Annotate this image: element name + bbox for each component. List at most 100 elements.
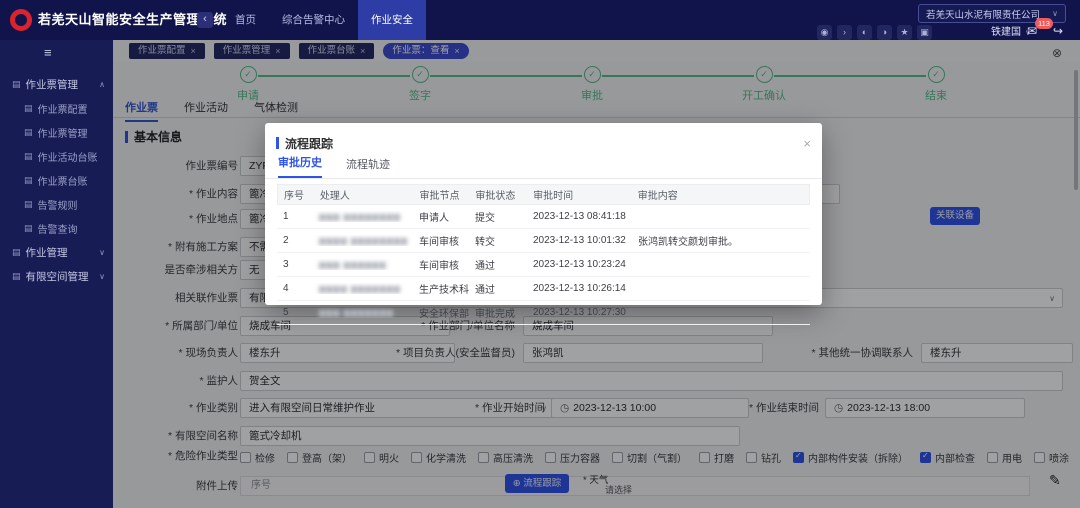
edit-icon[interactable]: ✎ bbox=[1049, 472, 1061, 488]
owner-dept-field[interactable]: 烧成车间 bbox=[240, 316, 450, 336]
user-menu[interactable]: 铁建国 ∨ bbox=[991, 25, 1031, 40]
site-manager-field[interactable]: 楼东升 bbox=[240, 343, 455, 363]
guardian-field[interactable]: 贺全文 bbox=[240, 371, 1063, 391]
hazard-checkbox[interactable]: 明火 bbox=[364, 450, 399, 465]
sidebar-item[interactable]: ▤ 有限空间管理 ∨ bbox=[0, 264, 113, 288]
hazard-checkbox[interactable]: 内部构件安装（拆除） bbox=[793, 450, 908, 465]
sidebar-item[interactable]: ▤ 告警查询 bbox=[0, 216, 113, 240]
sidebar-item[interactable]: ▤ 作业管理 ∨ bbox=[0, 240, 113, 264]
header-tool-icon[interactable]: › bbox=[837, 25, 852, 40]
close-all-tags-icon[interactable]: ⊗ bbox=[1051, 46, 1062, 60]
mail-icon[interactable]: ✉ bbox=[1027, 24, 1038, 38]
hazard-checkbox[interactable]: 钻孔 bbox=[746, 450, 781, 465]
checkbox-icon bbox=[1034, 452, 1045, 463]
content-tab[interactable]: 作业票 bbox=[125, 99, 158, 122]
close-icon[interactable]: × bbox=[454, 46, 460, 56]
end-time-field[interactable]: ◷ 2023-12-13 18:00 bbox=[825, 398, 1025, 418]
modal-tabs: 审批历史 流程轨迹 bbox=[265, 154, 822, 179]
modal-tab[interactable]: 流程轨迹 bbox=[346, 159, 390, 171]
sidebar-menu: ▤ 作业票管理 ∧ ▤ 作业票配置 ▤ 作业票管理 ▤ 作业活动台账 ▤ bbox=[0, 64, 113, 288]
modal-title: 流程跟踪 bbox=[285, 136, 334, 151]
hazard-checkbox[interactable]: 高压清洗 bbox=[478, 450, 533, 465]
checkbox-label: 打磨 bbox=[714, 454, 734, 465]
hazard-checkbox[interactable]: 喷涂 bbox=[1034, 450, 1069, 465]
page-tag[interactable]: 作业票台账 × bbox=[298, 43, 375, 59]
weather-select[interactable]: 请选择 bbox=[605, 485, 633, 495]
field-label: * 监护人 bbox=[199, 375, 238, 387]
col-header: 审批时间 bbox=[533, 191, 574, 202]
content-tab[interactable]: 气体检测 bbox=[254, 102, 298, 114]
top-header: 若羌天山智能安全生产管理系统 ‹ 首页 综合告警中心 作业安全 若羌天山水泥有限责任… bbox=[0, 0, 1080, 40]
related-device-button[interactable]: 关联设备 bbox=[930, 207, 980, 225]
close-icon[interactable]: × bbox=[803, 135, 811, 151]
close-icon[interactable]: × bbox=[190, 46, 196, 56]
header-tool-icon[interactable]: ★ bbox=[897, 25, 912, 40]
chevron-down-icon: ∨ bbox=[1052, 9, 1058, 18]
top-nav-item[interactable]: 作业安全 bbox=[358, 0, 426, 40]
hazard-checkbox[interactable]: 登高（架） bbox=[287, 450, 352, 465]
sidebar-collapse-icon[interactable]: ≡ bbox=[44, 44, 52, 60]
app-logo-icon bbox=[10, 9, 32, 31]
hazard-checkbox[interactable]: 打磨 bbox=[699, 450, 734, 465]
header-tool-icon[interactable]: ◑ bbox=[877, 25, 892, 40]
header-tool-icon[interactable]: ◉ bbox=[817, 25, 832, 40]
header-tool-icon[interactable]: ▣ bbox=[917, 25, 932, 40]
step-label: 签字 bbox=[409, 90, 431, 102]
attachment-list[interactable]: 序号 bbox=[240, 476, 1030, 496]
project-manager-field[interactable]: 张鸿凯 bbox=[523, 343, 763, 363]
content-tabs: 作业票 作业活动 气体检测 bbox=[125, 99, 298, 122]
sidebar-item[interactable]: ▤ 告警规则 bbox=[0, 192, 113, 216]
approval-history-row[interactable]: 2 ▆▆▆▆ ▆▆▆▆▆▆▆▆ 车间审核 转交 2023-12-13 10:01… bbox=[277, 229, 810, 253]
company-select[interactable]: 若羌天山水泥有限责任公司 ∨ bbox=[918, 4, 1066, 23]
work-type-select[interactable]: 进入有限空间日常维护作业 ∨ bbox=[240, 398, 555, 418]
field-label: * 作业地点 bbox=[188, 213, 238, 225]
close-icon[interactable]: × bbox=[275, 46, 281, 56]
coordinator-field[interactable]: 楼东升 bbox=[921, 343, 1073, 363]
approval-history-row[interactable]: 4 ▆▆▆▆ ▆▆▆▆▆▆▆ 生产技术科... 通过 2023-12-13 10… bbox=[277, 277, 810, 301]
hazard-checkbox[interactable]: 用电 bbox=[987, 450, 1022, 465]
header-toolbar: ◉ › ◐ ◑ ★ ▣ bbox=[817, 25, 932, 40]
hazard-checkbox[interactable]: 检修 bbox=[240, 450, 275, 465]
scrollbar[interactable] bbox=[1074, 70, 1078, 190]
sidebar-item[interactable]: ▤ 作业票台账 bbox=[0, 168, 113, 192]
hazard-checkbox[interactable]: 内部检查 bbox=[920, 450, 975, 465]
content-tab[interactable]: 作业活动 bbox=[184, 102, 228, 114]
hazard-checkbox[interactable]: 化学清洗 bbox=[411, 450, 466, 465]
space-name-field[interactable]: 篦式冷却机 bbox=[240, 426, 740, 446]
close-icon[interactable]: × bbox=[360, 46, 366, 56]
page-tag[interactable]: 作业票管理 × bbox=[213, 43, 290, 59]
form-row: 附件上传 序号 ⊕ 流程跟踪 * 天气 请选择 ✎ bbox=[113, 472, 1080, 500]
checkbox-label: 钻孔 bbox=[761, 454, 781, 465]
approval-history-row[interactable]: 3 ▆▆▆ ▆▆▆▆▆▆ 车间审核 通过 2023-12-13 10:23:24 bbox=[277, 253, 810, 277]
sidebar-item[interactable]: ▤ 作业票管理 ∧ bbox=[0, 72, 113, 96]
process-track-button[interactable]: ⊕ 流程跟踪 bbox=[505, 474, 569, 493]
stepper-step: ✓ 开工确认 bbox=[602, 66, 850, 103]
checkbox-label: 喷涂 bbox=[1049, 454, 1069, 465]
top-nav-item[interactable]: 综合告警中心 bbox=[282, 14, 345, 26]
sidebar-item[interactable]: ▤ 作业票配置 bbox=[0, 96, 113, 120]
page-tag[interactable]: 作业票：查看 × bbox=[383, 43, 469, 59]
top-nav-item[interactable]: 首页 bbox=[235, 14, 256, 26]
checkbox-icon bbox=[746, 452, 757, 463]
step-check-icon: ✓ bbox=[411, 66, 429, 83]
nav-back-icon[interactable]: ‹ bbox=[197, 12, 213, 28]
modal-header: 流程跟踪 × bbox=[265, 132, 822, 154]
cell-no: 4 bbox=[283, 283, 289, 294]
field-label: * 项目负责人(安全监督员) bbox=[396, 347, 515, 359]
sidebar-item[interactable]: ▤ 作业活动台账 bbox=[0, 144, 113, 168]
modal-tab[interactable]: 审批历史 bbox=[278, 154, 322, 178]
cell-node: 安全环保部... bbox=[419, 309, 469, 320]
cell-status: 通过 bbox=[475, 285, 495, 296]
hazard-checkbox[interactable]: 切割（气割） bbox=[612, 450, 687, 465]
approval-history-row[interactable]: 1 ▆▆▆ ▆▆▆▆▆▆▆▆ 申请人 提交 2023-12-13 08:41:1… bbox=[277, 205, 810, 229]
header-tool-icon[interactable]: ◐ bbox=[857, 25, 872, 40]
approval-history-row[interactable]: 5 ▆▆▆ ▆▆▆▆▆▆▆ 安全环保部... 审批完成 2023-12-13 1… bbox=[277, 301, 810, 325]
sidebar-item[interactable]: ▤ 作业票管理 bbox=[0, 120, 113, 144]
logout-icon[interactable]: ↪ bbox=[1053, 24, 1064, 38]
hazard-checkbox[interactable]: 压力容器 bbox=[545, 450, 600, 465]
start-time-field[interactable]: ◷ 2023-12-13 10:00 bbox=[551, 398, 749, 418]
step-check-icon: ✓ bbox=[755, 66, 773, 83]
work-dept-field[interactable]: 烧成车间 bbox=[523, 316, 773, 336]
page-tag[interactable]: 作业票配置 × bbox=[129, 43, 205, 59]
